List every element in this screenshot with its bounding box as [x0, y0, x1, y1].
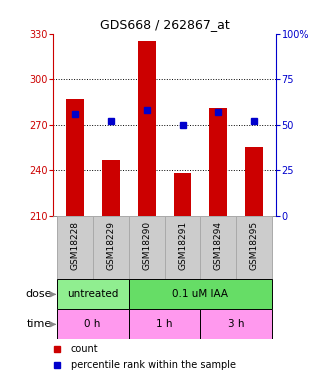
- Bar: [210, 108, 228, 216]
- Text: GSM18294: GSM18294: [214, 221, 223, 270]
- Title: GDS668 / 262867_at: GDS668 / 262867_at: [100, 18, 230, 31]
- Text: GSM18229: GSM18229: [106, 221, 115, 270]
- Text: GSM18290: GSM18290: [142, 221, 151, 270]
- Bar: [56, 216, 92, 279]
- Text: GSM18228: GSM18228: [70, 221, 79, 270]
- Text: GSM18295: GSM18295: [250, 221, 259, 270]
- Bar: [56, 279, 128, 309]
- Bar: [246, 147, 264, 216]
- Text: count: count: [71, 344, 99, 354]
- Text: GSM18291: GSM18291: [178, 221, 187, 270]
- Bar: [128, 216, 165, 279]
- Bar: [137, 41, 155, 216]
- Text: untreated: untreated: [67, 290, 118, 299]
- Bar: [101, 159, 119, 216]
- Text: percentile rank within the sample: percentile rank within the sample: [71, 360, 236, 370]
- Bar: [128, 279, 273, 309]
- Text: 0.1 uM IAA: 0.1 uM IAA: [172, 290, 229, 299]
- Text: 0 h: 0 h: [84, 320, 101, 329]
- Bar: [201, 309, 273, 339]
- Bar: [128, 309, 201, 339]
- Bar: [65, 99, 83, 216]
- Text: time: time: [27, 320, 52, 329]
- Bar: [56, 309, 128, 339]
- Text: 1 h: 1 h: [156, 320, 173, 329]
- Bar: [237, 216, 273, 279]
- Text: 3 h: 3 h: [228, 320, 245, 329]
- Bar: [92, 216, 128, 279]
- Text: dose: dose: [25, 290, 52, 299]
- Bar: [165, 216, 201, 279]
- Bar: [174, 173, 192, 216]
- Bar: [201, 216, 237, 279]
